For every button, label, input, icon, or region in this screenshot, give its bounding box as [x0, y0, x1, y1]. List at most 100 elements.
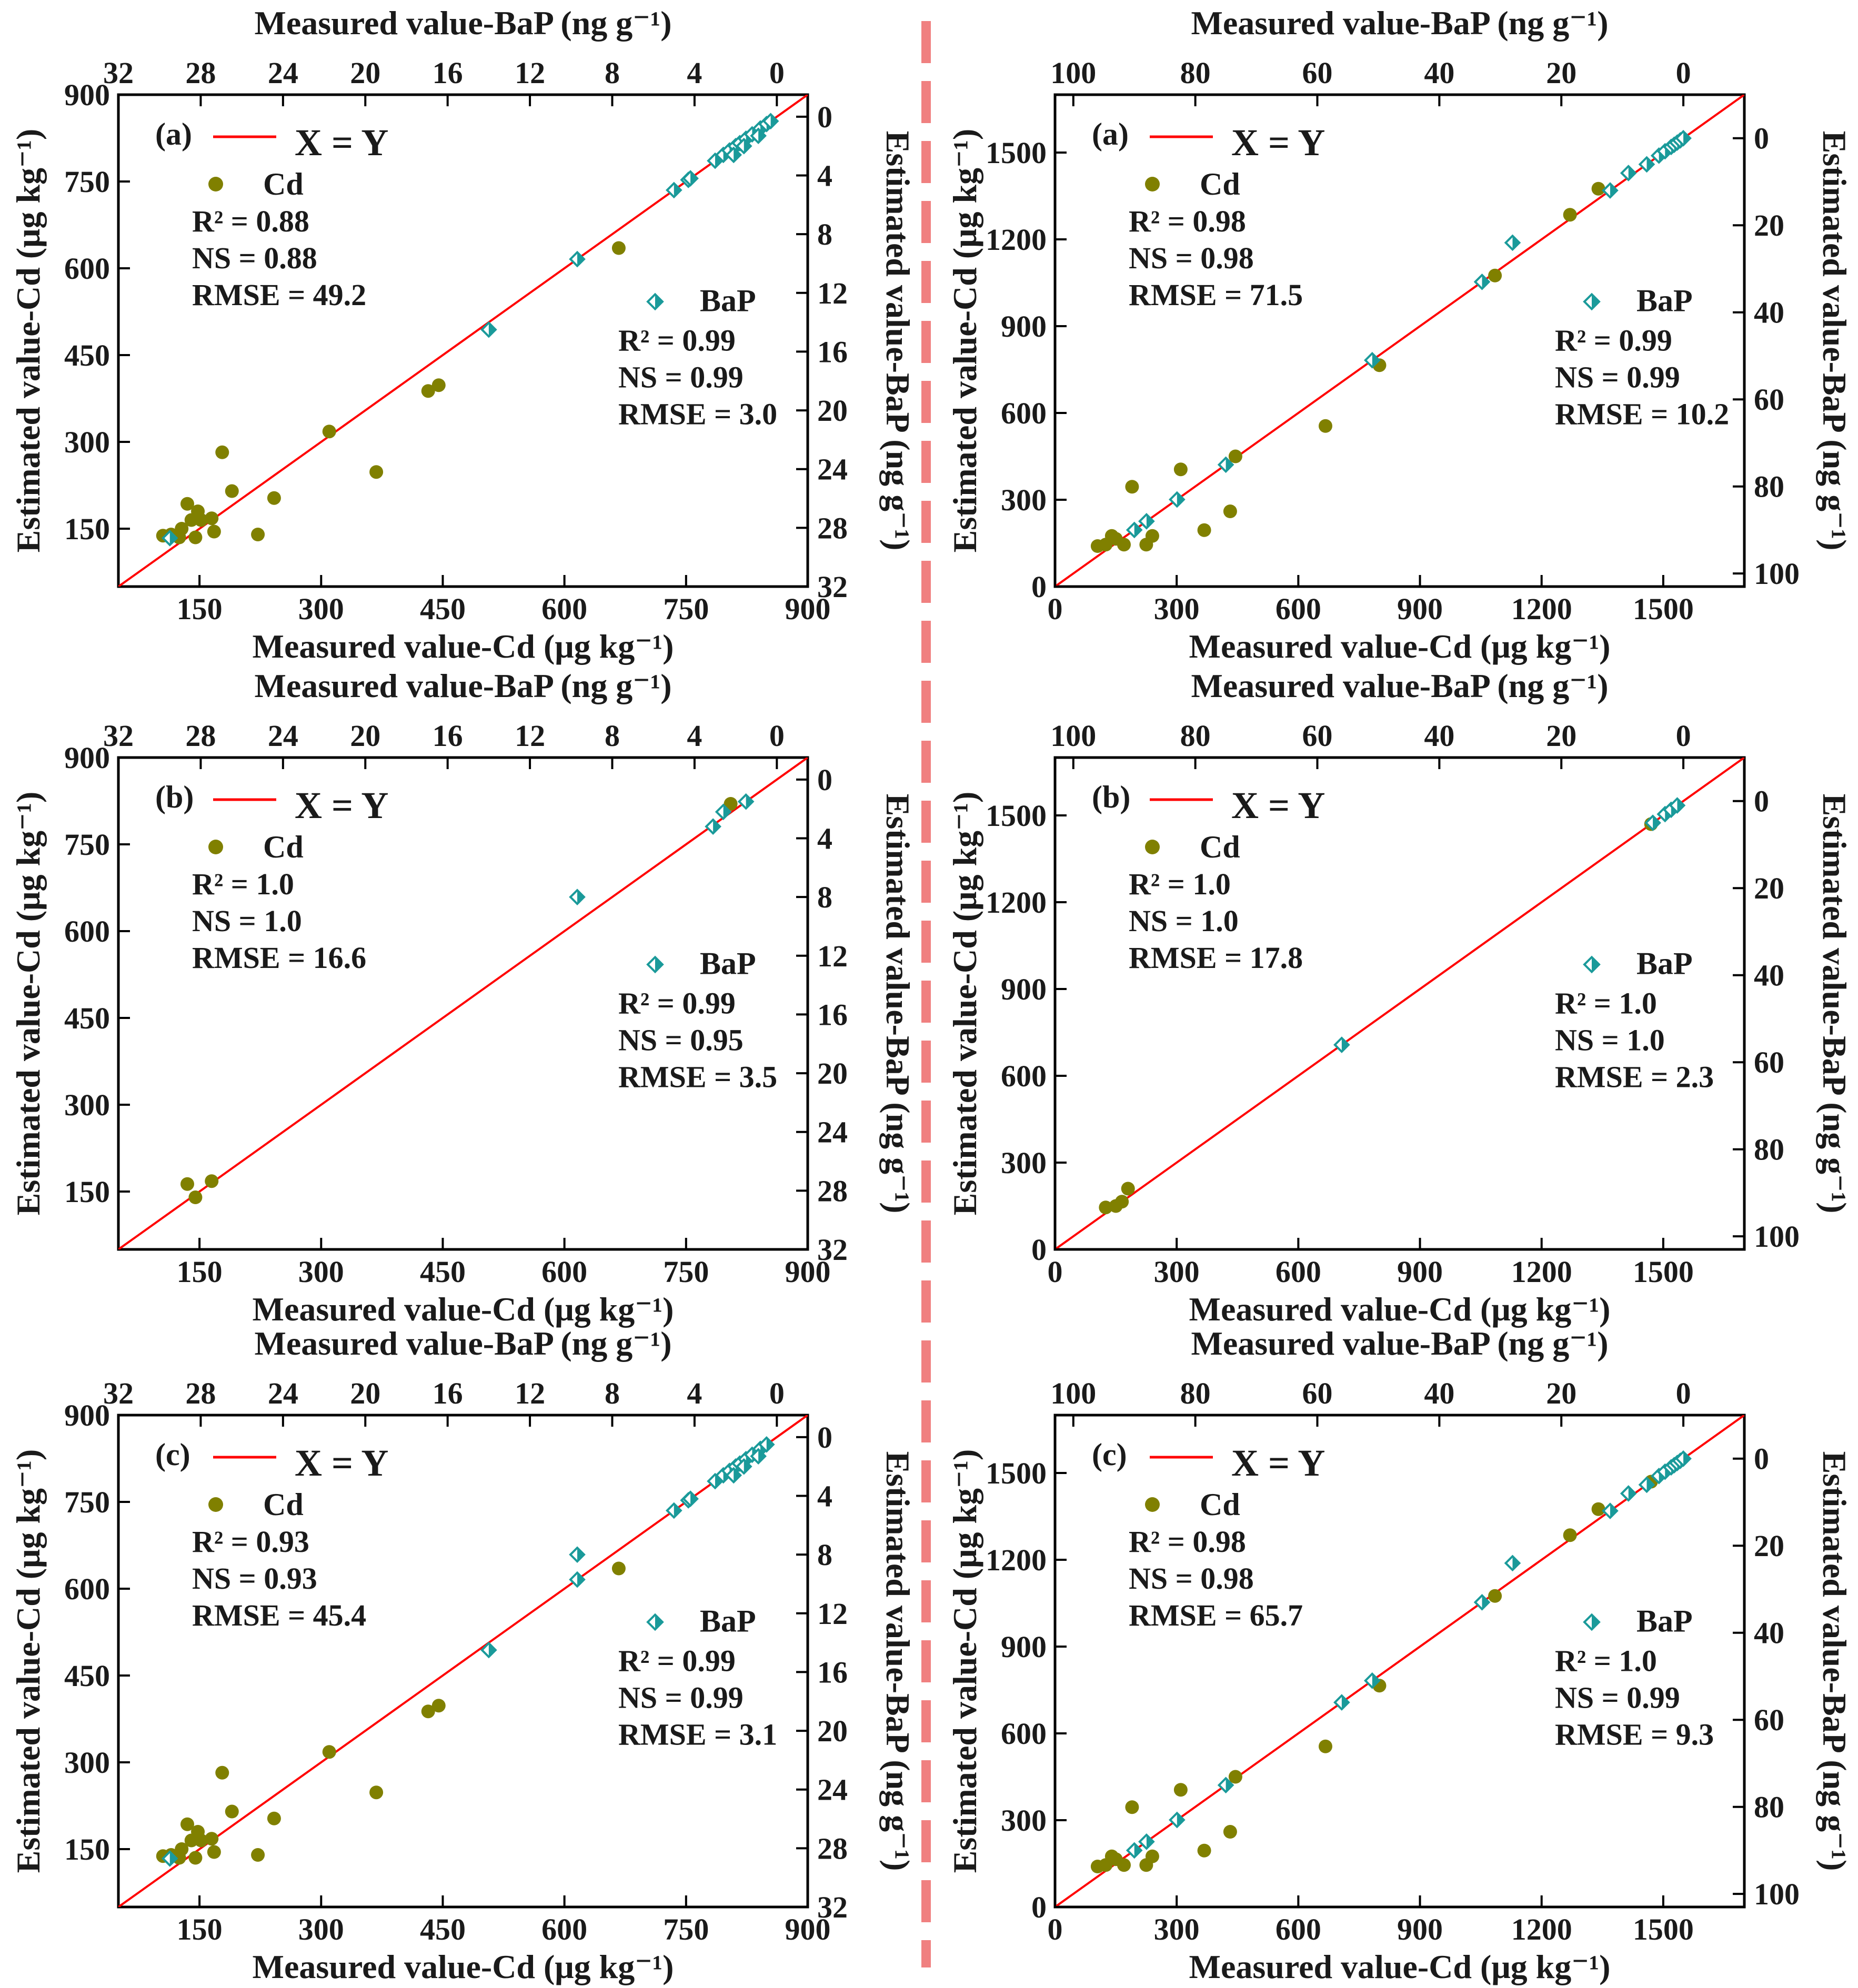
legend-bap-marker: [1583, 955, 1601, 974]
bap-point-fill: [715, 154, 722, 168]
legend-line-label: X = Y: [1231, 1442, 1325, 1484]
bap-point-fill: [1512, 236, 1520, 250]
y-axis-label: Estimated value-Cd (μg kg⁻¹): [946, 129, 983, 553]
bap-point-fill: [1341, 1038, 1349, 1052]
bap-point: [1333, 1694, 1350, 1711]
x-axis-label: Measured value-Cd (μg kg⁻¹): [253, 1948, 674, 1985]
bap-point: [665, 181, 682, 199]
top-tick-label: 40: [1424, 1376, 1454, 1410]
legend-bap-label: BaP: [700, 283, 756, 318]
y-tick-label: 450: [64, 338, 110, 372]
one-to-one-line: [118, 758, 808, 1249]
top-tick-label: 12: [515, 56, 545, 90]
y-tick-label: 900: [64, 78, 110, 112]
top-axis-label: Measured value-BaP (ng g⁻¹): [254, 4, 671, 42]
bap-point: [569, 1546, 586, 1563]
top-axis-label: Measured value-BaP (ng g⁻¹): [254, 667, 671, 704]
legend-cd-label: Cd: [1200, 830, 1240, 864]
legend-bap-marker-fill: [1592, 1614, 1599, 1630]
y-axis-label: Estimated value-Cd (μg kg⁻¹): [9, 792, 47, 1216]
cd-stat: RMSE = 65.7: [1129, 1598, 1303, 1632]
right-tick-label: 20: [1754, 1529, 1784, 1563]
bap-point: [569, 889, 586, 905]
cd-point: [611, 1561, 626, 1576]
cd-point: [180, 1817, 194, 1831]
legend-cd-marker: [1145, 840, 1160, 854]
plot-content: [118, 95, 808, 587]
top-tick-label: 0: [1676, 719, 1691, 753]
y-tick-label: 150: [64, 512, 110, 546]
right-tick-label: 0: [817, 100, 832, 134]
y-tick-label: 300: [64, 1088, 110, 1122]
x-tick-label: 900: [1397, 1255, 1443, 1289]
right-tick-label: 8: [817, 217, 832, 251]
x-tick-label: 750: [663, 1255, 709, 1289]
cd-point: [267, 491, 281, 505]
cd-point: [421, 1704, 435, 1719]
bap-point-fill: [169, 531, 177, 545]
cd-stat: NS = 0.98: [1129, 241, 1254, 275]
x-tick-label: 150: [177, 1255, 223, 1289]
cd-point: [1197, 1843, 1211, 1858]
cd-point: [215, 445, 229, 459]
x-tick-label: 0: [1048, 1912, 1063, 1946]
cd-point: [188, 1851, 203, 1865]
plot-content: [1055, 758, 1744, 1249]
right-axis-label: Estimated value-BaP (ng g⁻¹): [879, 131, 917, 551]
top-tick-label: 32: [103, 56, 134, 90]
right-tick-label: 28: [817, 1174, 848, 1208]
bap-point: [1169, 491, 1186, 508]
bap-point: [1364, 351, 1381, 369]
x-tick-label: 900: [785, 592, 831, 626]
bap-point-fill: [674, 1503, 681, 1518]
right-axis-label: Estimated value-BaP (ng g⁻¹): [879, 794, 917, 1214]
bap-point: [1620, 1485, 1637, 1502]
y-tick-label: 900: [1001, 309, 1047, 344]
right-axis-label: Estimated value-BaP (ng g⁻¹): [1816, 794, 1853, 1214]
legend-bap-marker-fill: [655, 294, 662, 309]
top-tick-label: 20: [350, 1376, 380, 1410]
legend-cd-marker: [1145, 1497, 1160, 1512]
bap-point-fill: [577, 252, 585, 266]
bap-point: [1669, 797, 1686, 814]
bap-stat: NS = 0.99: [618, 360, 744, 394]
top-tick-label: 0: [769, 56, 785, 90]
legend-bap-label: BaP: [700, 1603, 756, 1638]
cd-point: [1488, 1589, 1502, 1603]
bap-point-fill: [1482, 1595, 1489, 1609]
top-tick-label: 0: [1676, 56, 1691, 90]
panel-letter: (b): [155, 780, 194, 814]
top-tick-label: 80: [1180, 719, 1211, 753]
bap-point-fill: [577, 1548, 585, 1562]
bap-stat: NS = 0.99: [1555, 360, 1680, 394]
cd-point: [1099, 1200, 1113, 1215]
plot-content: [1055, 95, 1744, 587]
plot-frame: [1053, 1414, 1746, 1909]
legend-bap-label: BaP: [700, 946, 756, 981]
top-tick-label: 40: [1424, 56, 1454, 90]
x-tick-label: 600: [1276, 592, 1321, 626]
y-axis-label: Estimated value-Cd (μg kg⁻¹): [946, 1449, 983, 1873]
right-tick-label: 8: [817, 1538, 832, 1572]
right-tick-label: 32: [817, 1890, 848, 1924]
right-tick-label: 24: [817, 1773, 848, 1807]
right-tick-label: 100: [1754, 1219, 1800, 1254]
bap-point-fill: [1646, 157, 1654, 171]
cd-stat: NS = 0.88: [192, 241, 317, 275]
x-tick-label: 150: [177, 1912, 223, 1946]
y-tick-label: 300: [1001, 1803, 1047, 1838]
x-tick-label: 1500: [1633, 1912, 1694, 1946]
x-tick-label: 450: [420, 592, 466, 626]
right-axis-label: Estimated value-BaP (ng g⁻¹): [879, 1451, 917, 1871]
top-tick-label: 8: [605, 56, 620, 90]
cd-point: [1488, 268, 1502, 282]
right-tick-label: 80: [1754, 1133, 1784, 1167]
top-tick-label: 16: [433, 1376, 463, 1410]
top-tick-label: 0: [769, 719, 785, 753]
right-tick-label: 0: [1754, 122, 1769, 156]
x-axis-label: Measured value-Cd (μg kg⁻¹): [1189, 1290, 1611, 1328]
cd-point: [322, 1745, 336, 1759]
cd-point: [175, 1842, 189, 1856]
y-tick-label: 150: [64, 1832, 110, 1866]
